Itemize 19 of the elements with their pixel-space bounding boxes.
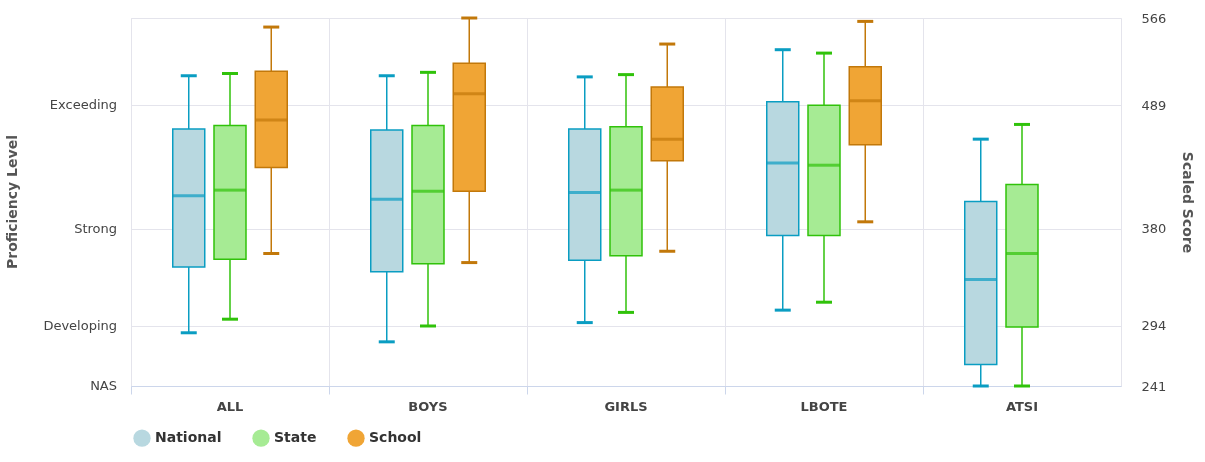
x-tick-label: BOYS bbox=[408, 398, 448, 414]
y-tick-label: 489 bbox=[1141, 97, 1167, 113]
text: Proficiency Level bbox=[4, 135, 20, 269]
y-tick-label: 294 bbox=[1141, 318, 1167, 334]
text: Developing bbox=[43, 317, 117, 333]
x-tick-label: ATSI bbox=[1005, 398, 1039, 414]
x-tick-label: LBOTE bbox=[800, 398, 848, 414]
legend-label: National bbox=[155, 429, 222, 446]
y-tick-label: 566 bbox=[1141, 10, 1167, 26]
x-tick-label: ALL bbox=[216, 398, 244, 414]
y-tick-label: 241 bbox=[1141, 378, 1167, 394]
legend-label: State bbox=[274, 429, 317, 446]
text: Exceeding bbox=[49, 97, 117, 113]
text: NAS bbox=[90, 378, 117, 393]
text: Strong bbox=[74, 220, 117, 236]
y-axis-title: Scaled Score bbox=[1180, 151, 1197, 254]
legend-label: School bbox=[369, 429, 422, 446]
y-tick-label: 380 bbox=[1141, 221, 1167, 237]
x-tick-label: GIRLS bbox=[604, 398, 648, 414]
